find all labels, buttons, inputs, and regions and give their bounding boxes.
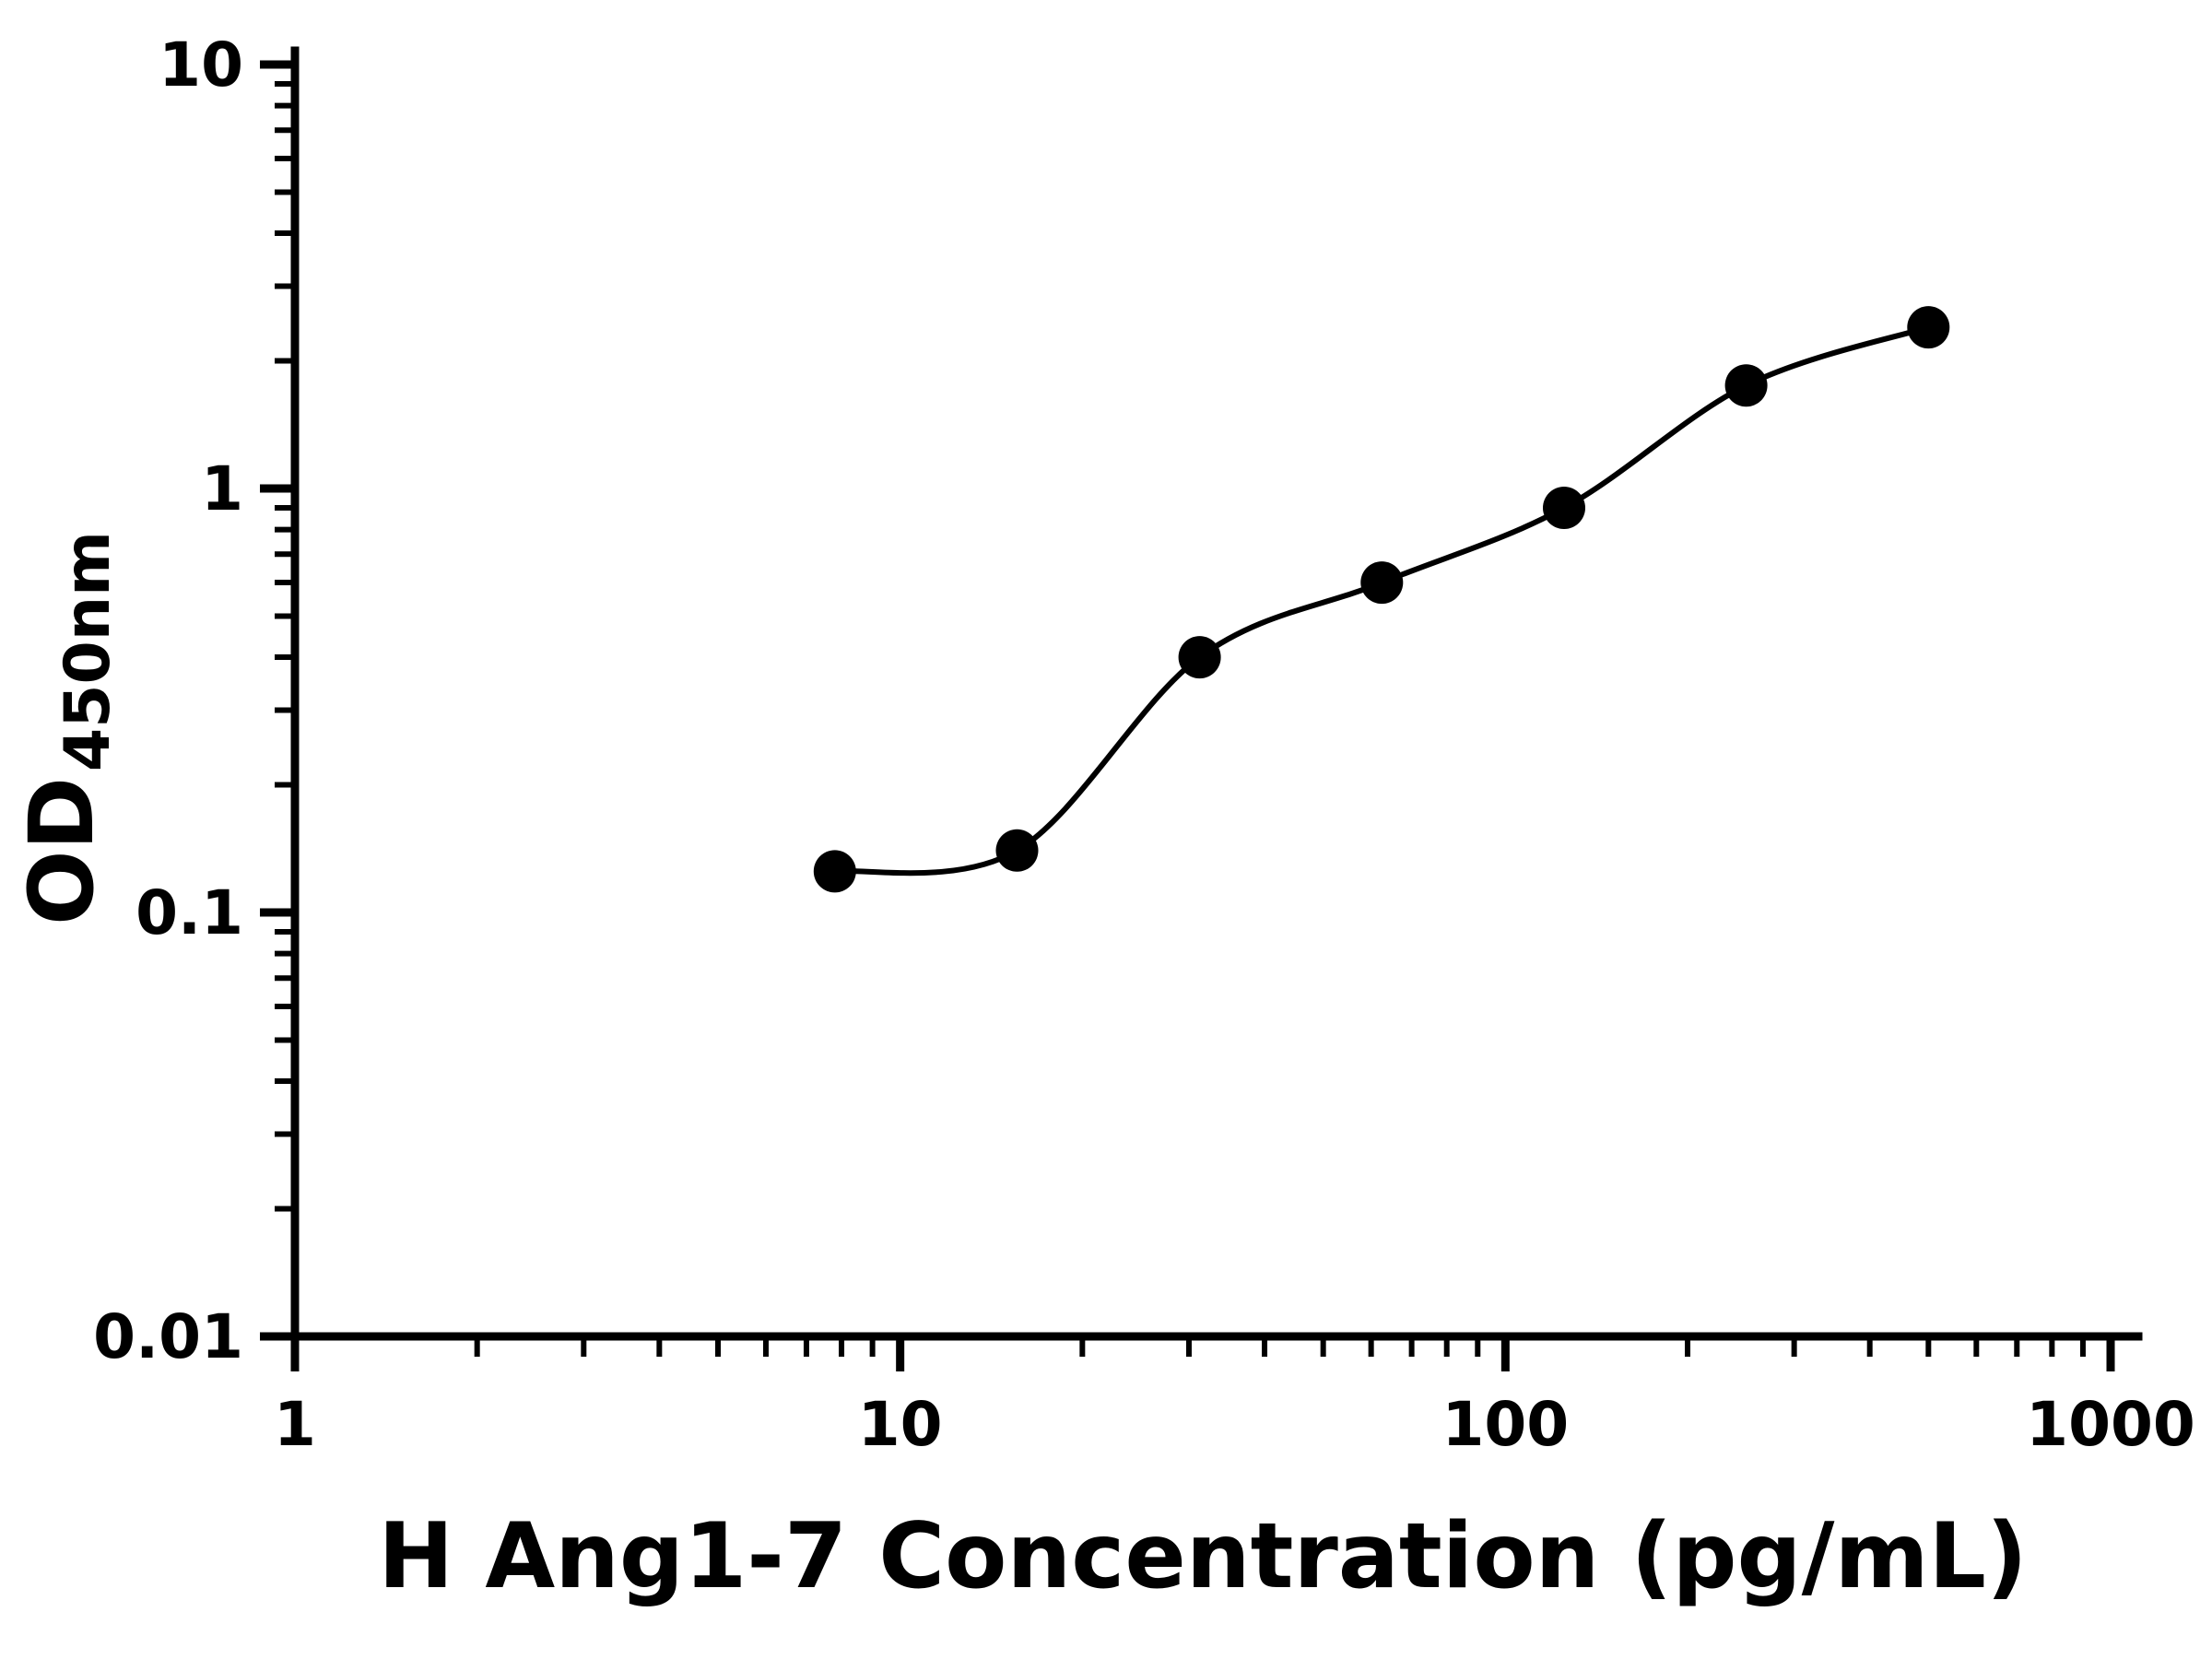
y-axis-title-subscript: 450nm <box>52 531 124 771</box>
data-points-group <box>813 306 1950 893</box>
y-axis-title-main: OD <box>10 777 113 925</box>
data-point <box>1907 306 1950 349</box>
y-tick-label: 10 <box>159 29 243 100</box>
data-point <box>1360 561 1404 605</box>
data-point <box>1724 364 1768 407</box>
y-tick-label: 0.01 <box>93 1301 243 1372</box>
x-tick-label: 100 <box>1441 1389 1569 1460</box>
y-axis-title: OD 450nm <box>10 531 124 925</box>
x-axis-title: H Ang1-7 Concentration (pg/mL) <box>378 1504 2028 1609</box>
tick-labels-group: 1 10 100 1000 0.01 0.1 1 10 <box>93 29 2195 1460</box>
data-point <box>1543 487 1585 529</box>
axes-group <box>290 46 2143 1341</box>
data-point <box>1178 636 1221 679</box>
y-tick-label: 1 <box>201 453 243 524</box>
x-tick-label: 1000 <box>2026 1389 2195 1460</box>
x-tick-label: 1 <box>274 1389 316 1460</box>
data-point <box>813 850 856 893</box>
x-tick-label: 10 <box>858 1389 943 1460</box>
ticks-group <box>260 60 2115 1371</box>
y-tick-label: 0.1 <box>135 877 243 948</box>
data-point <box>995 829 1039 872</box>
